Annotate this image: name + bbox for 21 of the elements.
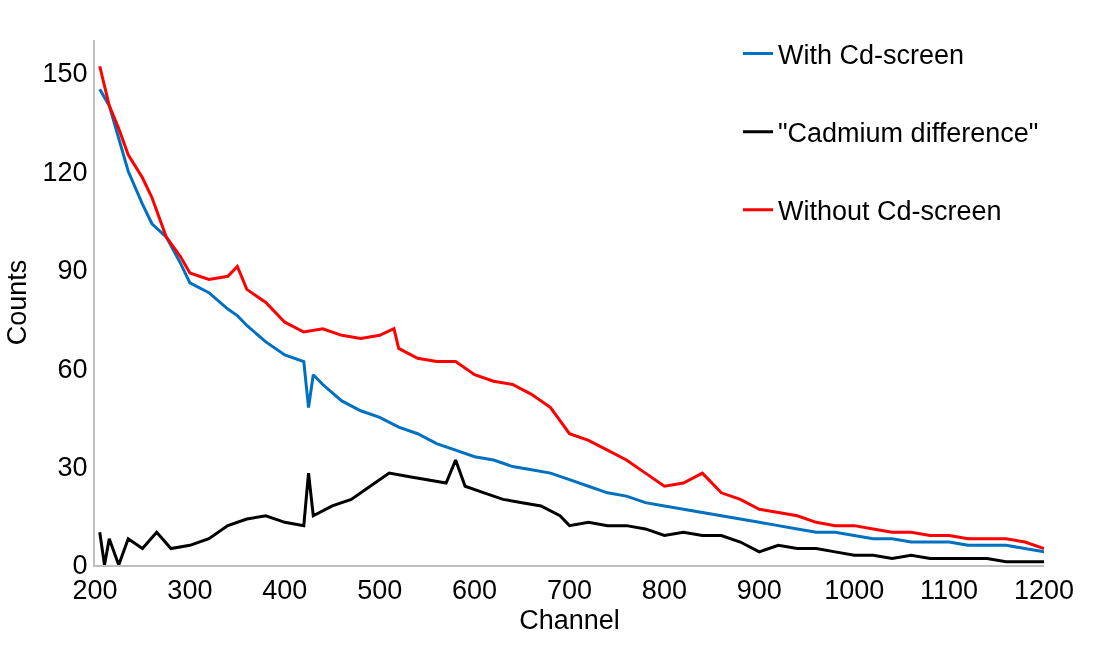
- x-tick-label: 300: [167, 575, 213, 606]
- x-tick-label: 500: [357, 575, 403, 606]
- y-tick-label: 150: [42, 58, 88, 89]
- legend-label: With Cd-screen: [778, 40, 965, 71]
- x-axis-title: Channel: [519, 605, 620, 636]
- x-tick-label: 600: [452, 575, 498, 606]
- x-tick-label: 1000: [824, 575, 885, 606]
- x-tick-label: 900: [736, 575, 782, 606]
- legend-label: "Cadmium difference": [778, 118, 1039, 149]
- x-tick-label: 700: [546, 575, 593, 606]
- x-tick-label: 400: [262, 575, 308, 606]
- legend-label: Without Cd-screen: [778, 196, 1002, 227]
- line-series: [98, 458, 1044, 565]
- y-tick-label: 120: [42, 156, 88, 187]
- y-tick-label: 90: [57, 255, 88, 286]
- y-tick-label: 30: [57, 452, 88, 483]
- x-tick-label: 1200: [1013, 575, 1075, 606]
- y-tick-label: 60: [57, 353, 88, 384]
- y-axis-title: Counts: [2, 259, 33, 346]
- x-tick-label: 1100: [920, 575, 979, 606]
- x-tick-label: 800: [641, 575, 687, 606]
